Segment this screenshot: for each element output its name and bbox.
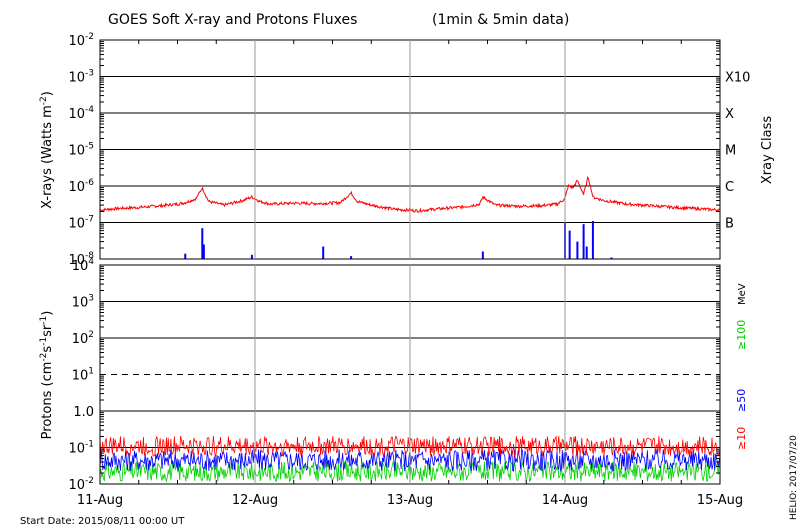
xray-class-label: C (725, 180, 734, 195)
x-tick-label: 15-Aug (697, 493, 743, 508)
xray-y-tick-label: 10-5 (68, 142, 94, 159)
proton-y-axis-label: Protons (cm-2s-1sr-1) (39, 311, 55, 440)
helio-credit: HELIO: 2017/07/20 (789, 435, 799, 520)
xray-y-tick-label: 10-2 (68, 32, 94, 49)
proton-y-tick-label: 10-2 (68, 476, 94, 493)
xray-panel: 10-8 10-7 10-6 10-5 10-4 10-3 10-2 B C M X X10 X-r… (39, 32, 775, 268)
proton-y-ticks: 10-2 10-1 1.0 101 102 103 104 (68, 257, 720, 493)
xray-class-label: M (725, 144, 736, 159)
chart-title: GOES Soft X-ray and Protons Fluxes (108, 12, 357, 28)
xray-y-tick-label: 10-7 (68, 215, 94, 232)
proton-y-tick-label: 1.0 (73, 405, 94, 420)
xray-class-label: X10 (725, 71, 750, 86)
proton-legend-entry: ≥10 (735, 427, 748, 450)
proton-legend: MeV ≥10 ≥50 ≥100 (735, 283, 748, 450)
proton-y-tick-label: 101 (72, 367, 94, 384)
proton-y-tick-label: 104 (72, 257, 95, 274)
x-tick-label: 12-Aug (232, 493, 278, 508)
xray-y-tick-label: 10-6 (68, 178, 94, 195)
proton-units-label: MeV (737, 283, 748, 305)
x-tick-label: 14-Aug (542, 493, 588, 508)
proton-legend-entry: ≥50 (735, 389, 748, 412)
xray-y-axis-label: X-rays (Watts m-2) (39, 91, 55, 209)
proton-y-tick-label: 102 (72, 330, 94, 347)
x-tick-label: 13-Aug (387, 493, 433, 508)
start-date-label: Start Date: 2015/08/11 00:00 UT (20, 516, 185, 527)
x-axis-ticks: 11-Aug 12-Aug 13-Aug 14-Aug 15-Aug (77, 40, 743, 508)
xray-y-tick-label: 10-3 (68, 69, 94, 86)
xray-class-labels: B C M X X10 (725, 71, 750, 232)
xray-y-ticks: 10-8 10-7 10-6 10-5 10-4 10-3 10-2 (68, 32, 720, 268)
proton-legend-entry: ≥100 (735, 320, 748, 350)
chart-subtitle: (1min & 5min data) (432, 12, 569, 28)
proton-y-tick-label: 103 (72, 294, 94, 311)
xray-class-label: X (725, 107, 734, 122)
xray-class-axis-title: Xray Class (760, 116, 775, 184)
xray-y-tick-label: 10-8 (68, 251, 94, 268)
proton-y-tick-label: 10-1 (68, 440, 94, 457)
xray-y-tick-label: 10-4 (68, 105, 94, 122)
x-tick-label: 11-Aug (77, 493, 123, 508)
xray-class-label: B (725, 217, 734, 232)
proton-panel: 10-2 10-1 1.0 101 102 103 104 Protons (cm-2s-1… (39, 257, 748, 493)
